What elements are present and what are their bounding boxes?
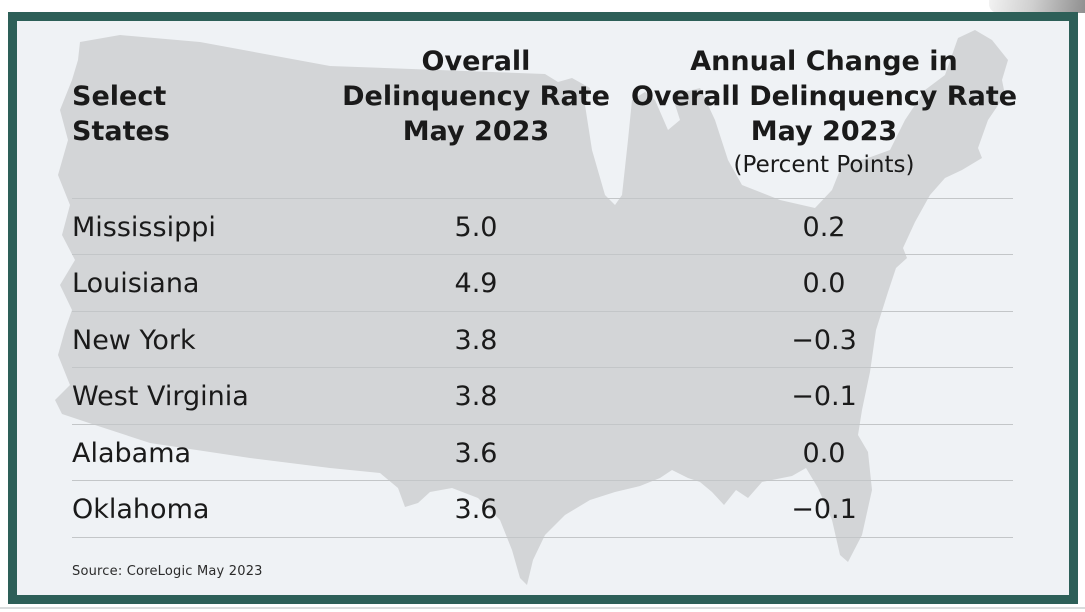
source-note: Source: CoreLogic May 2023 <box>72 564 263 579</box>
page-corner-shadow <box>989 0 1085 13</box>
table-row: Louisiana 4.9 0.0 <box>72 254 1013 311</box>
state-name: Mississippi <box>72 211 216 243</box>
delinquency-rate-value: 3.8 <box>454 380 498 412</box>
annual-change-value: 0.0 <box>802 437 846 469</box>
table-row: West Virginia 3.8 −0.1 <box>72 367 1013 424</box>
delinquency-rate-value: 4.9 <box>454 267 498 299</box>
table-row: Mississippi 5.0 0.2 <box>72 198 1013 255</box>
annual-change-value: −0.1 <box>791 493 857 525</box>
delinquency-rate-value: 3.6 <box>454 493 498 525</box>
state-name: Louisiana <box>72 267 200 299</box>
state-name: New York <box>72 324 196 356</box>
table-bottom-rule <box>72 537 1013 538</box>
column-header-select-states: Select States <box>72 81 170 147</box>
annual-change-value: 0.2 <box>802 211 846 243</box>
column-header-annual-change-units: (Percent Points) <box>733 152 915 178</box>
delinquency-table-card: Select States Overall Delinquency Rate M… <box>8 12 1078 604</box>
column-header-annual-change: Annual Change in Overall Delinquency Rat… <box>630 46 1018 147</box>
annual-change-value: −0.1 <box>791 380 857 412</box>
table-row: Oklahoma 3.6 −0.1 <box>72 480 1013 537</box>
column-header-overall-delinquency-rate: Overall Delinquency Rate May 2023 <box>342 46 610 147</box>
state-name: Alabama <box>72 437 192 469</box>
state-name: West Virginia <box>72 380 249 412</box>
state-name: Oklahoma <box>72 493 210 525</box>
annual-change-value: 0.0 <box>802 267 846 299</box>
delinquency-rate-value: 3.6 <box>454 437 498 469</box>
table-row: Alabama 3.6 0.0 <box>72 424 1013 481</box>
page-bottom-divider <box>0 607 1085 609</box>
us-map-silhouette <box>55 30 1008 585</box>
annual-change-value: −0.3 <box>791 324 857 356</box>
table-row: New York 3.8 −0.3 <box>72 311 1013 368</box>
delinquency-rate-value: 3.8 <box>454 324 498 356</box>
delinquency-rate-value: 5.0 <box>454 211 498 243</box>
